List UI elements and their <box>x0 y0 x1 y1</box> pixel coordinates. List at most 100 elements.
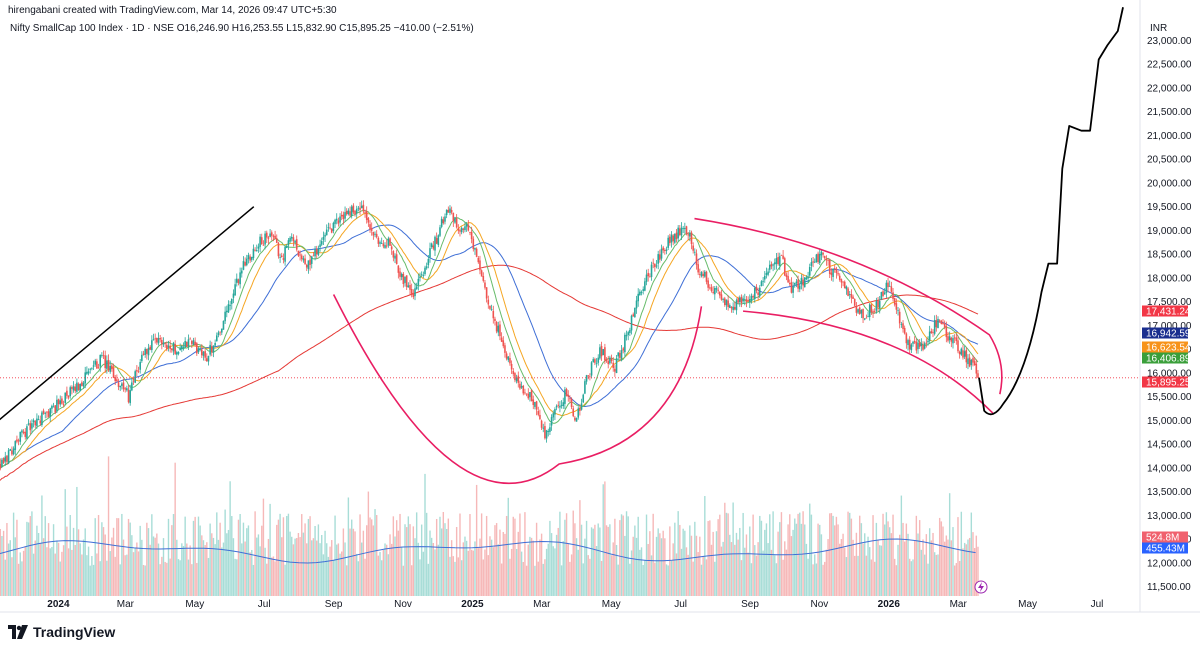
volume-bar <box>86 555 88 596</box>
volume-bar <box>109 551 111 596</box>
candle-body <box>477 257 480 263</box>
tradingview-logo[interactable]: TradingView <box>8 624 115 640</box>
volume-bar <box>462 542 465 596</box>
candle-body <box>569 398 571 400</box>
candle <box>577 406 580 420</box>
volume-bar <box>104 534 106 596</box>
volume-bar <box>239 514 241 596</box>
candle-body <box>252 248 255 259</box>
volume-bar <box>31 511 33 596</box>
candle <box>975 359 978 379</box>
candle-body <box>215 335 218 342</box>
candle-body <box>762 280 764 282</box>
volume-bar <box>764 529 766 596</box>
candle-body <box>682 228 684 229</box>
candle <box>206 353 208 362</box>
volume-bar <box>560 565 563 596</box>
volume-bar <box>82 539 85 596</box>
candle-body <box>695 253 698 265</box>
candle <box>519 380 521 390</box>
candle-body <box>857 309 859 313</box>
candle-body <box>782 255 784 259</box>
volume-bar <box>2 530 5 596</box>
price-tick-label: 11,500.00 <box>1147 582 1191 593</box>
volume-bar <box>316 540 318 596</box>
candle-body <box>689 233 691 237</box>
volume-bar <box>880 545 883 596</box>
candle <box>355 205 358 219</box>
candle-body <box>692 245 694 251</box>
candle-body <box>199 348 201 350</box>
candle <box>265 230 268 244</box>
candle <box>907 338 909 351</box>
candle-body <box>362 204 365 212</box>
candle <box>612 357 615 372</box>
candle-body <box>229 305 231 306</box>
volume-bar <box>547 543 549 596</box>
candle-body <box>66 390 68 396</box>
volume-bar <box>137 551 140 596</box>
volume-bar <box>51 547 53 596</box>
volume-bar <box>905 523 908 596</box>
volume-bar <box>687 554 689 596</box>
candle-body <box>758 287 761 296</box>
chart-attribution: hirengabani created with TradingView.com… <box>8 5 337 16</box>
price-tick-label: 22,500.00 <box>1147 60 1192 71</box>
symbol-legend[interactable]: Nifty SmallCap 100 Index · 1D · NSE O16,… <box>10 23 474 34</box>
cup-arc <box>332 294 703 485</box>
candle-body <box>550 417 553 426</box>
candle-body <box>370 228 373 231</box>
candle <box>830 268 833 281</box>
volume-bar <box>472 550 475 596</box>
volume-bar <box>380 560 383 596</box>
candle <box>275 234 278 244</box>
price-badge: 524.8M <box>1142 531 1188 544</box>
candle-body <box>902 323 904 330</box>
candle <box>797 275 799 293</box>
candle <box>52 402 55 408</box>
volume-bar <box>439 516 441 596</box>
candle <box>420 271 423 278</box>
candle-body <box>778 256 781 266</box>
volume-bar <box>282 517 285 596</box>
candle <box>322 231 325 245</box>
volume-bar <box>910 561 913 596</box>
candle <box>199 345 201 352</box>
volume-bar <box>580 524 583 596</box>
candle-body <box>890 286 893 292</box>
candle-body <box>37 419 40 420</box>
candle-body <box>818 253 821 263</box>
candle-body <box>464 226 466 231</box>
volume-bar <box>704 496 706 596</box>
candle <box>760 280 763 287</box>
volume-bar <box>710 544 713 596</box>
candle-body <box>319 244 321 247</box>
volume-bar <box>157 543 160 596</box>
volume-bar <box>539 539 541 596</box>
volume-bar <box>684 530 686 596</box>
volume-bar <box>47 523 50 596</box>
volume-bar <box>62 545 65 596</box>
candle-body <box>507 356 510 361</box>
candle <box>537 406 540 417</box>
volume-bar <box>67 548 70 596</box>
candle-body <box>330 228 333 233</box>
volume-bar <box>299 537 301 596</box>
candle <box>462 227 465 234</box>
volume-bar <box>490 539 493 596</box>
candle <box>455 214 458 229</box>
candle <box>515 374 518 384</box>
volume-bar <box>349 528 351 596</box>
candle <box>197 346 200 354</box>
candle-body <box>977 373 979 378</box>
volume-bar <box>762 550 764 596</box>
candle <box>159 334 161 343</box>
price-tick-label: 14,000.00 <box>1147 463 1192 474</box>
candle <box>297 250 300 258</box>
volume-bar <box>181 543 183 596</box>
candle-body <box>17 440 20 442</box>
candle <box>259 233 261 252</box>
moving-averages-layer <box>0 209 979 481</box>
volume-bar <box>49 548 51 596</box>
